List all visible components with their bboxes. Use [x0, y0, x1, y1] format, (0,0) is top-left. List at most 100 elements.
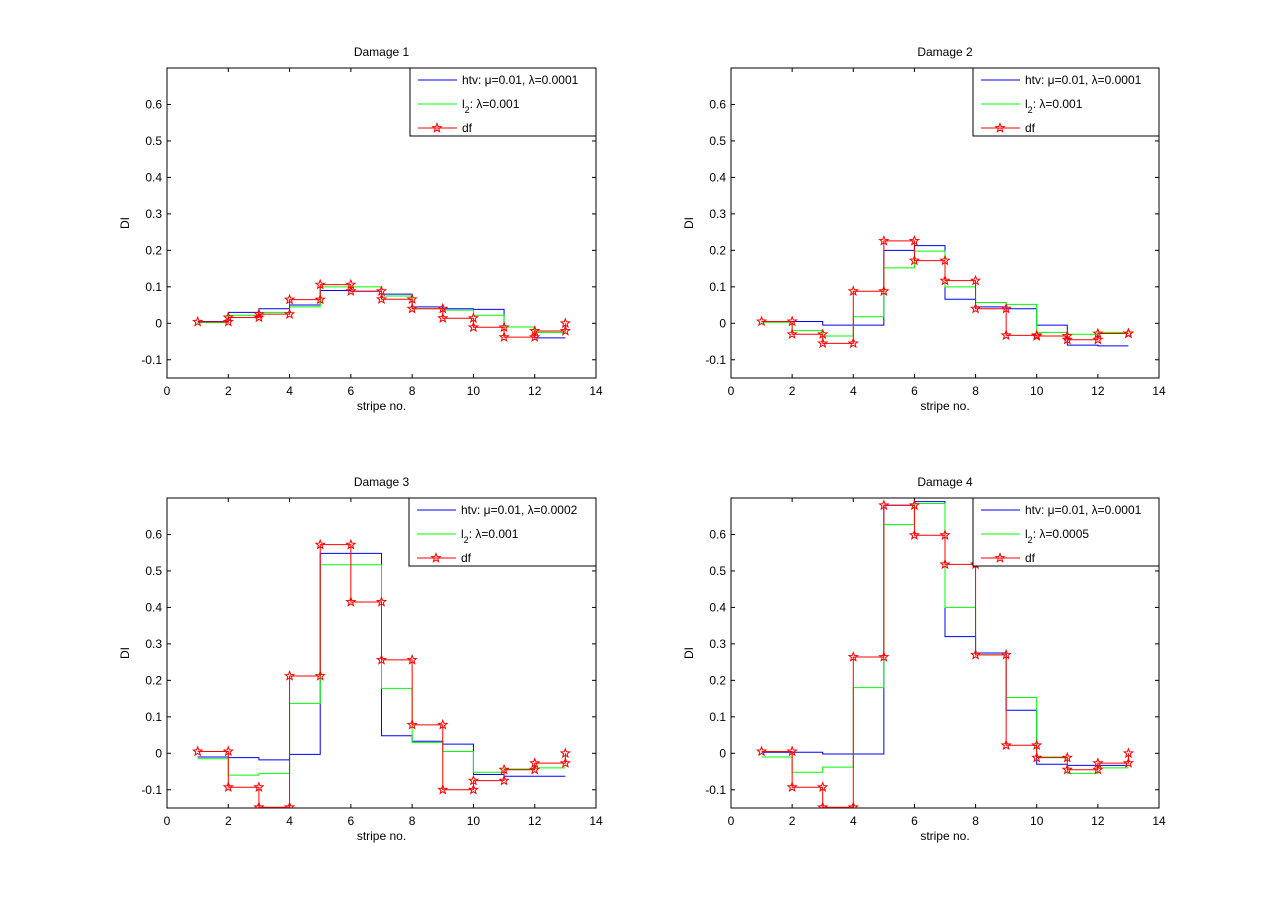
- y-tick-label: 0.1: [709, 280, 726, 294]
- data-point: [283, 308, 296, 319]
- data-point: [559, 325, 571, 336]
- data-point: [847, 651, 859, 662]
- data-point: [786, 328, 798, 340]
- y-tick-label: 0.1: [145, 280, 162, 294]
- data-point: [498, 321, 510, 333]
- data-point: [559, 317, 571, 329]
- x-tick-label: 12: [1091, 384, 1105, 398]
- x-tick-label: 0: [728, 384, 735, 398]
- chart-panel-3: 0 2 4 6 8 10 12 14 -0.1 0 0.1 0.2 0.3 0.4 0.5 0.6 Damage…: [118, 475, 603, 843]
- series-line-3: [197, 544, 566, 808]
- data-point: [437, 783, 449, 795]
- data-point: [817, 328, 829, 340]
- x-tick-label: 2: [789, 384, 796, 398]
- data-point: [529, 331, 541, 342]
- x-tick-label: 8: [972, 814, 979, 828]
- plot-area: [192, 538, 571, 808]
- y-tick-label: 0.6: [145, 97, 162, 111]
- y-tick-label: 0.6: [145, 527, 162, 541]
- y-tick-label: 0.3: [145, 207, 162, 221]
- data-point: [1000, 739, 1012, 751]
- data-point: [817, 337, 829, 349]
- x-tick-label: 2: [225, 384, 232, 398]
- y-tick-label: -0.1: [705, 783, 726, 797]
- x-tick-label: 10: [1030, 814, 1044, 828]
- data-point: [878, 499, 890, 511]
- data-point: [755, 315, 768, 327]
- data-point: [314, 293, 326, 305]
- chart-panel-1: 0 2 4 6 8 10 12 14 -0.1 0 0.1 0.2 0.3 0.4 0.5 0.6 Damage…: [118, 45, 603, 413]
- x-tick-label: 4: [286, 384, 293, 398]
- legend-marker: [431, 122, 443, 133]
- data-point: [969, 648, 982, 660]
- data-point: [314, 278, 326, 290]
- y-tick-label: 0.6: [709, 527, 726, 541]
- x-tick-label: 2: [225, 814, 232, 828]
- data-point: [222, 311, 234, 323]
- x-tick-label: 12: [528, 384, 542, 398]
- data-point: [437, 302, 449, 314]
- data-point: [375, 654, 388, 665]
- data-point: [1061, 751, 1073, 763]
- x-tick-label: 2: [789, 814, 796, 828]
- y-tick-label: -0.1: [705, 353, 726, 367]
- y-tick-label: 0.2: [709, 243, 726, 257]
- legend-entry-2: l2: λ=0.001: [1025, 97, 1083, 115]
- legend-entry-2: l2: λ=0.001: [462, 97, 520, 115]
- y-tick-label: 0.1: [709, 710, 726, 724]
- legend-entry-3: df: [1025, 551, 1036, 565]
- y-tick-label: 0.3: [709, 207, 726, 221]
- legend-marker: [430, 552, 442, 563]
- x-tick-label: 8: [409, 814, 416, 828]
- data-point: [1122, 747, 1135, 759]
- data-point: [375, 596, 388, 607]
- y-tick-label: 0.3: [145, 637, 162, 651]
- y-tick-label: 0.3: [709, 637, 726, 651]
- data-point: [817, 801, 829, 808]
- x-tick-label: 12: [1091, 814, 1105, 828]
- data-point: [467, 321, 480, 333]
- legend-entry-1: htv: μ=0.01, λ=0.0001: [1025, 73, 1142, 87]
- y-tick-label: 0.6: [709, 97, 726, 111]
- data-point: [406, 293, 418, 305]
- legend-entry-2: l2: λ=0.0005: [1025, 527, 1089, 545]
- legend-entry-1: htv: μ=0.01, λ=0.0001: [1025, 503, 1142, 517]
- data-point: [222, 745, 234, 757]
- series-line-1: [761, 501, 1129, 766]
- legend-box: [409, 67, 597, 137]
- data-point: [878, 651, 890, 662]
- data-point: [498, 331, 510, 342]
- data-point: [529, 757, 541, 768]
- legend-entry-3: df: [461, 551, 472, 565]
- data-point: [939, 254, 951, 266]
- y-tick-label: 0.5: [709, 564, 726, 578]
- data-point: [908, 529, 921, 540]
- data-point: [375, 293, 388, 305]
- x-tick-label: 4: [286, 814, 293, 828]
- chart-title: Damage 2: [917, 45, 973, 59]
- x-tick-label: 0: [164, 384, 171, 398]
- chart-title: Damage 1: [354, 45, 410, 59]
- y-axis-label: DI: [682, 647, 696, 659]
- data-point: [283, 670, 296, 681]
- data-point: [1031, 751, 1043, 763]
- legend-entry-3: df: [1025, 121, 1036, 135]
- y-tick-label: 0: [155, 746, 162, 760]
- data-point: [345, 285, 357, 296]
- x-tick-label: 14: [589, 384, 603, 398]
- data-point: [1031, 329, 1043, 341]
- y-tick-label: 0.2: [145, 673, 162, 687]
- data-point: [1061, 763, 1073, 775]
- data-point: [222, 781, 234, 792]
- data-point: [1092, 327, 1104, 339]
- data-point: [314, 670, 326, 681]
- x-tick-label: 6: [911, 384, 918, 398]
- data-point: [786, 745, 798, 757]
- data-point: [437, 312, 449, 323]
- data-point: [222, 315, 234, 327]
- data-point: [406, 654, 418, 665]
- y-tick-label: 0.5: [145, 134, 162, 148]
- x-tick-label: 6: [348, 814, 355, 828]
- data-point: [755, 745, 768, 757]
- y-axis-label: DI: [118, 217, 132, 229]
